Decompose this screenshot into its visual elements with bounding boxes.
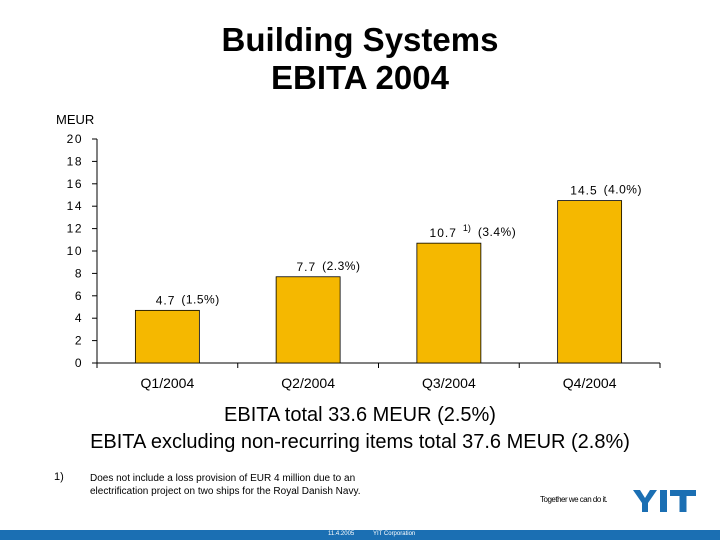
y-tick-label: 10: [67, 244, 83, 258]
y-tick-label: 0: [75, 356, 83, 370]
footer-company: YIT Corporation: [373, 531, 416, 537]
bar-margin-label: (3.4%): [478, 225, 516, 239]
footer-date: 11.4.2005: [328, 531, 355, 537]
y-tick-label: 4: [75, 311, 83, 325]
bar-footnote-mark: 1): [463, 223, 471, 233]
footnote-mark: 1): [54, 471, 64, 483]
ebita-total-summary: EBITA total 33.6 MEUR (2.5%): [224, 404, 496, 426]
y-tick-label: 20: [67, 132, 83, 146]
yit-logo: [633, 490, 696, 512]
bar-margin-label: (2.3%): [322, 259, 360, 273]
bar-q1-2004: [134, 309, 200, 364]
x-category-label: Q1/2004: [141, 375, 195, 391]
bar-q2-2004: [275, 276, 341, 364]
x-category-label: Q2/2004: [281, 375, 335, 391]
bar-margin-label: (4.0%): [604, 183, 642, 197]
bar-q4-2004: [557, 200, 623, 364]
slide-title-line-2: EBITA 2004: [271, 59, 449, 96]
bar-value-label: 10.7: [430, 226, 457, 240]
y-tick-label: 14: [67, 199, 83, 213]
company-tagline: Together we can do it.: [540, 495, 608, 504]
yit-logo-mark: [633, 490, 696, 512]
slide-title-line-1: Building Systems: [221, 21, 499, 58]
y-tick-label: 18: [67, 154, 83, 168]
x-category-label: Q3/2004: [422, 375, 476, 391]
bar-value-label: 14.5: [570, 184, 597, 198]
bars: [134, 200, 623, 364]
y-tick-label: 6: [75, 289, 83, 303]
y-tick-label: 8: [75, 266, 83, 280]
footnote-text: Does not include a loss provision of EUR…: [90, 473, 361, 497]
y-axis-unit-label: MEUR: [56, 112, 94, 127]
bar-value-label: 4.7: [156, 293, 176, 307]
bar-q3-2004: [416, 242, 482, 364]
y-tick-label: 12: [67, 222, 83, 236]
bar-value-label: 7.7: [296, 260, 316, 274]
y-tick-labels: 0 2 4 6 8 10 12 14 16 18 20: [67, 132, 83, 370]
bar-labels: Q1/2004 4.7 (1.5%) Q2/2004 7.7 (2.3%) Q3/2004 1…: [141, 183, 642, 391]
ebita-excl-nonrecurring-summary: EBITA excluding non-recurring items tota…: [90, 431, 630, 453]
footer-bar: [0, 530, 720, 540]
x-category-label: Q4/2004: [563, 375, 617, 391]
y-tick-label: 2: [75, 334, 83, 348]
y-tick-label: 16: [67, 177, 83, 191]
bar-margin-label: (1.5%): [181, 292, 219, 306]
